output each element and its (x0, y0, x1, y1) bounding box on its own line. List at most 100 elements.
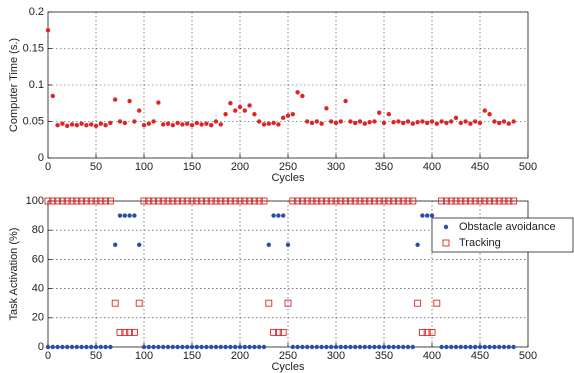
marker-square (260, 197, 268, 205)
marker-dot (338, 344, 343, 350)
marker-square (202, 197, 210, 205)
marker-square (174, 197, 182, 205)
marker-dot (348, 119, 353, 124)
marker-square (226, 197, 234, 205)
marker-square (188, 197, 196, 205)
marker-dot (276, 122, 281, 127)
marker-square (78, 197, 86, 205)
marker-dot (501, 119, 507, 124)
x-tick-label: 200 (231, 350, 249, 362)
marker-dot (501, 344, 507, 350)
marker-dot (65, 344, 70, 350)
marker-square (394, 197, 402, 205)
marker-square (457, 197, 465, 205)
marker-square (68, 197, 76, 205)
marker-dot (257, 119, 262, 124)
marker-dot (343, 344, 348, 350)
marker-dot (132, 213, 137, 218)
marker-square (414, 299, 422, 307)
marker-dot (237, 104, 243, 110)
marker-dot (367, 120, 372, 125)
marker-square (255, 197, 263, 205)
x-tick-label: 0 (45, 161, 51, 173)
marker-dot (194, 344, 199, 350)
x-tick-label: 450 (471, 350, 489, 362)
marker-square (332, 197, 340, 205)
marker-square (212, 197, 220, 205)
marker-dot (372, 119, 377, 124)
marker-dot (463, 344, 468, 350)
x-tick-label: 250 (279, 161, 297, 173)
marker-dot (319, 344, 324, 350)
marker-dot (453, 344, 459, 350)
marker-dot (79, 344, 84, 350)
marker-square (447, 197, 455, 205)
marker-dot (468, 344, 473, 350)
marker-square (433, 299, 441, 307)
marker-dot (463, 119, 468, 124)
marker-square (476, 197, 484, 205)
marker-dot (492, 119, 497, 124)
marker-dot (127, 213, 132, 218)
marker-dot (252, 344, 257, 350)
marker-dot (444, 344, 449, 350)
marker-square (102, 197, 110, 205)
marker-dot (65, 123, 70, 129)
marker-dot (357, 119, 363, 124)
marker-dot (84, 344, 89, 350)
marker-dot (247, 103, 252, 108)
x-tick-label: 400 (423, 350, 441, 362)
marker-square (63, 197, 71, 205)
marker-square (130, 328, 138, 336)
marker-square (274, 328, 282, 336)
marker-square (121, 328, 129, 336)
marker-square (505, 197, 513, 205)
marker-dot (434, 121, 439, 126)
marker-dot (89, 122, 94, 127)
marker-dot (175, 120, 180, 126)
marker-dot (156, 100, 161, 105)
marker-dot (204, 344, 209, 350)
marker-square (486, 197, 494, 205)
marker-dot (60, 344, 65, 350)
marker-square (404, 197, 412, 205)
marker-dot (108, 120, 113, 126)
marker-square (490, 197, 498, 205)
marker-dot (309, 344, 315, 350)
marker-square (54, 197, 62, 205)
marker-dot (146, 121, 151, 126)
marker-dot (180, 122, 185, 127)
marker-dot (98, 344, 104, 350)
marker-square (154, 197, 162, 205)
marker-dot (175, 344, 180, 350)
marker-dot (353, 120, 358, 126)
marker-dot (401, 344, 406, 350)
marker-dot (165, 344, 171, 350)
y-tick-label: 80 (32, 224, 44, 236)
marker-dot (458, 120, 463, 126)
marker-square (318, 197, 326, 205)
marker-dot (439, 344, 444, 350)
marker-dot (348, 344, 353, 350)
marker-square (159, 197, 167, 205)
marker-dot (281, 115, 286, 121)
marker-dot (113, 97, 118, 102)
marker-dot (381, 120, 387, 126)
marker-dot (261, 122, 267, 127)
x-tick-label: 250 (279, 350, 297, 362)
marker-dot (137, 242, 142, 247)
plot-frame (47, 200, 529, 348)
marker-square (346, 197, 354, 205)
marker-dot (353, 344, 358, 350)
marker-dot (122, 213, 128, 218)
marker-dot (50, 344, 55, 350)
marker-dot (487, 344, 492, 350)
marker-dot (218, 344, 223, 350)
marker-dot (266, 121, 271, 126)
y-axis-label: Task Activation (%) (8, 228, 20, 321)
marker-square (399, 197, 407, 205)
marker-dot (55, 344, 60, 350)
marker-dot (98, 121, 104, 126)
marker-square (409, 197, 417, 205)
marker-dot (108, 344, 113, 350)
